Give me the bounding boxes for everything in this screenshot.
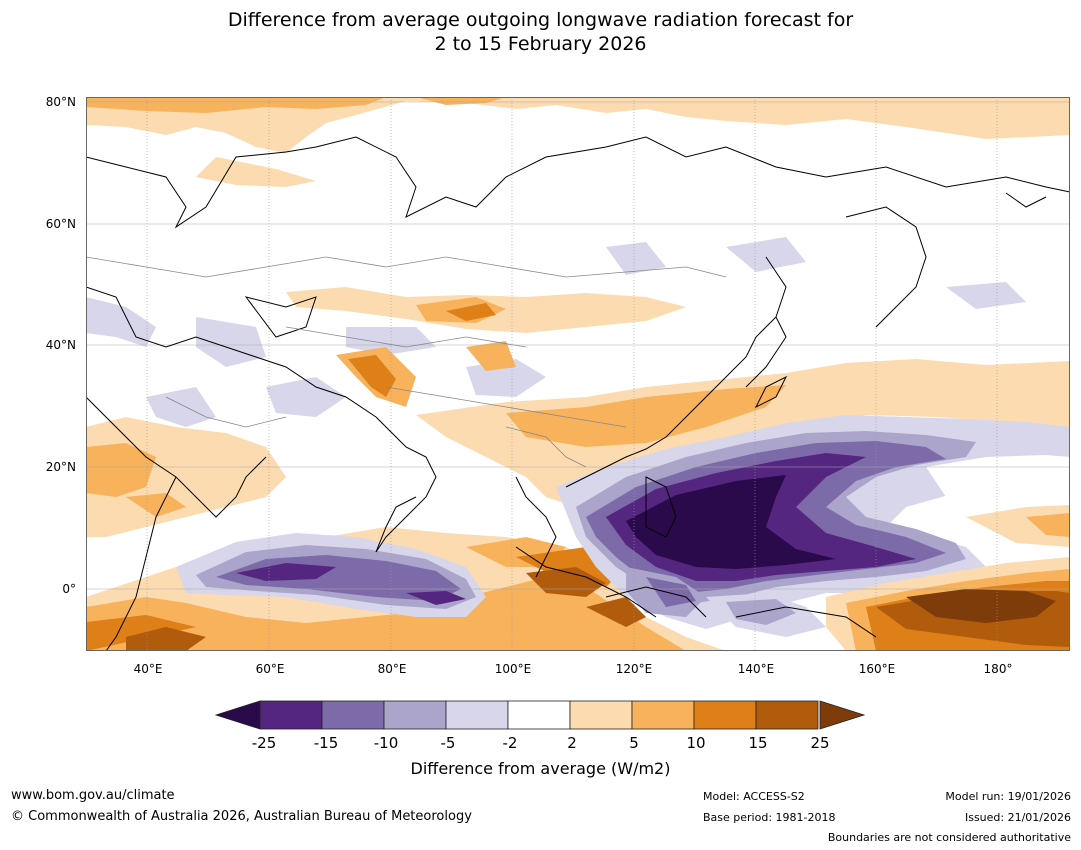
colorbar-segment [569,700,633,730]
colorbar-tick: 2 [567,734,577,752]
lon-label-180: 180° [983,662,1013,676]
colorbar-segment [693,700,757,730]
colorbar-tick: 10 [686,734,706,752]
lat-label-0: 0° [62,582,76,596]
colorbar-tick: 15 [748,734,768,752]
model-name: Model: ACCESS-S2 [703,790,805,803]
colorbar-tick: -10 [373,734,399,752]
lon-label-80e: 80°E [377,662,407,676]
olr-anomaly-map [86,97,1070,651]
title-line-2: 2 to 15 February 2026 [434,33,647,55]
lon-label-160e: 160°E [858,662,896,676]
colorbar-segment [631,700,695,730]
colorbar-tick: -15 [313,734,339,752]
model-run-date: Model run: 19/01/2026 [945,790,1071,803]
issued-date: Issued: 21/01/2026 [964,811,1071,824]
base-period: Base period: 1981-2018 [703,811,836,824]
lat-label-40n: 40°N [45,338,76,352]
colorbar-tick: 5 [629,734,639,752]
north-pacific-positive-anomaly [926,455,1070,547]
graticule [146,97,998,651]
colorbar-tick: -5 [440,734,456,752]
colorbar-segment [755,700,819,730]
copyright-notice: © Commonwealth of Australia 2026, Austra… [11,809,472,824]
colorbar-segment [321,700,385,730]
south-pacific-positive-anomaly [826,557,1070,651]
lon-label-100e: 100°E [494,662,532,676]
lat-label-80n: 80°N [45,95,76,109]
boundaries-disclaimer: Boundaries are not considered authoritat… [827,831,1071,844]
colorbar-segment [507,700,571,730]
colorbar-segment [445,700,509,730]
colorbar [214,700,866,730]
colorbar-segment-extend-high [819,700,866,730]
indian-ocean-negative-anomaly [176,533,486,617]
coastlines [86,136,1070,651]
lat-label-20n: 20°N [45,460,76,474]
colorbar-tick: -2 [502,734,518,752]
tibet-positive-anomaly [286,287,686,407]
lon-label-60e: 60°E [255,662,285,676]
colorbar-segment [383,700,447,730]
lon-label-40e: 40°E [133,662,163,676]
lat-label-60n: 60°N [45,217,76,231]
colorbar-tick: -25 [251,734,277,752]
website-link[interactable]: www.bom.gov.au/climate [11,788,175,803]
colorbar-segment [259,700,323,730]
map-title: Difference from average outgoing longwav… [0,8,1081,56]
colorbar-label: Difference from average (W/m2) [410,759,671,778]
lon-label-140e: 140°E [737,662,775,676]
title-line-1: Difference from average outgoing longwav… [227,9,854,31]
colorbar-segment-extend-low [214,700,261,730]
arctic-positive-anomaly [86,97,1070,187]
country-boundaries [86,256,727,468]
east-asia-positive-anomaly [416,359,1070,507]
lon-label-120e: 120°E [615,662,653,676]
colorbar-tick: 25 [810,734,830,752]
